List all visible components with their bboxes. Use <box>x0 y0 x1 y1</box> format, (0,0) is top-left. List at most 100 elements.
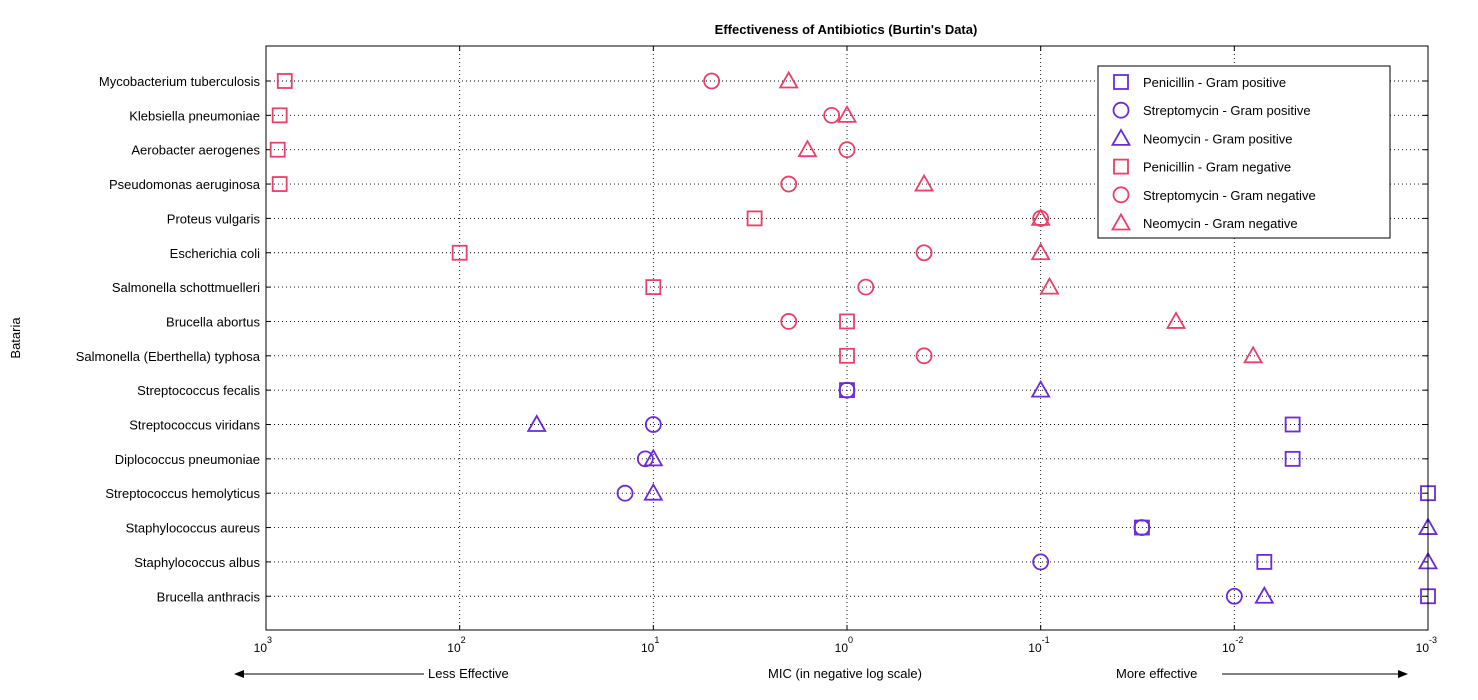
data-point-circle <box>838 141 856 159</box>
legend-marker-square <box>1113 74 1129 90</box>
data-point-triangle <box>643 482 664 501</box>
y-tick-label: Pseudomonas aeruginosa <box>109 177 261 192</box>
y-tick-label: Brucella anthracis <box>157 589 261 604</box>
legend-label: Neomycin - Gram negative <box>1143 216 1298 231</box>
data-point-circle <box>823 106 841 124</box>
data-point-square <box>1284 416 1301 433</box>
x-tick-exponent: 0 <box>848 635 853 645</box>
x-tick-label: 10-1 <box>1028 635 1049 655</box>
y-tick-label: Staphylococcus albus <box>134 555 260 570</box>
x-tick-label: 102 <box>447 635 465 655</box>
data-point-triangle <box>1030 208 1051 226</box>
data-point-circle <box>1032 553 1050 571</box>
legend-box <box>1097 65 1391 239</box>
legend-item: Streptomycin - Gram negative <box>1112 186 1316 204</box>
legend-item: Streptomycin - Gram positive <box>1112 101 1311 119</box>
x-tick-label: 103 <box>254 635 272 655</box>
data-point-triangle <box>643 448 664 467</box>
data-point-circle <box>915 347 933 365</box>
data-point-square <box>1256 554 1273 570</box>
legend-marker-circle <box>1112 101 1130 119</box>
data-point-square <box>271 107 288 124</box>
y-tick-label: Klebsiella pneumoniae <box>129 108 260 123</box>
data-point-circle <box>857 278 875 296</box>
effectiveness-arrow-right <box>1222 670 1408 678</box>
data-point-circle <box>636 450 654 468</box>
data-point-circle <box>915 244 933 262</box>
data-point-triangle <box>1030 242 1051 261</box>
x-tick-exponent: 2 <box>461 635 466 645</box>
y-tick-label: Mycobacterium tuberculosis <box>99 74 261 89</box>
data-point-triangle <box>797 139 818 158</box>
x-tick-exponent: 3 <box>267 635 272 645</box>
legend-marker-triangle <box>1110 212 1132 231</box>
y-tick-label: Streptococcus hemolyticus <box>105 486 260 501</box>
x-tick-base: 10 <box>254 641 268 655</box>
x-tick-base: 10 <box>641 641 655 655</box>
data-point-square <box>746 210 763 227</box>
data-point-square <box>645 279 662 296</box>
legend-label: Penicillin - Gram negative <box>1143 160 1291 175</box>
x-tick-exponent: -1 <box>1042 635 1050 645</box>
data-point-triangle <box>778 70 799 89</box>
x-tick-exponent: -2 <box>1235 635 1243 645</box>
y-tick-label: Aerobacter aerogenes <box>131 143 260 158</box>
data-point-triangle <box>914 173 935 192</box>
effectiveness-arrow-left <box>234 670 424 678</box>
data-point-triangle <box>1039 276 1060 295</box>
data-point-circle <box>1133 519 1151 536</box>
plot-area <box>265 45 1429 631</box>
legend-marker-triangle <box>1110 128 1132 146</box>
y-tick-label: Staphylococcus aureus <box>126 521 261 536</box>
legend-item: Penicillin - Gram positive <box>1113 74 1286 90</box>
data-point-triangle <box>836 105 858 123</box>
y-tick-labels: Mycobacterium tuberculosis Klebsiella pne… <box>76 74 261 604</box>
data-point-square <box>271 176 288 192</box>
y-tick-label: Escherichia coli <box>170 246 260 261</box>
x-tick-exponent: -3 <box>1429 635 1437 645</box>
legend-item: Neomycin - Gram negative <box>1110 212 1298 231</box>
data-point-triangle <box>1243 345 1264 364</box>
data-point-circle <box>644 416 662 433</box>
data-point-triangle <box>526 414 547 432</box>
x-tick-label: 10-2 <box>1222 635 1243 655</box>
legend: Penicillin - Gram positive Streptomycin -… <box>1097 65 1391 239</box>
data-point-square <box>1284 450 1301 467</box>
legend-marker-circle <box>1112 186 1130 204</box>
legend-label: Penicillin - Gram positive <box>1143 75 1286 90</box>
data-point-triangle <box>1165 311 1187 329</box>
y-axis-label: Bataria <box>8 317 23 359</box>
data-point-circle <box>616 484 634 502</box>
data-point-square <box>451 244 468 261</box>
x-tick-base: 10 <box>1416 641 1430 655</box>
y-tick-label: Proteus vulgaris <box>167 211 261 226</box>
legend-item: Neomycin - Gram positive <box>1110 128 1293 146</box>
x-tick-label: 10-3 <box>1416 635 1437 655</box>
y-tick-label: Diplococcus pneumoniae <box>115 452 260 467</box>
x-tick-base: 10 <box>835 641 849 655</box>
x-tick-base: 10 <box>1222 641 1236 655</box>
more-effective-label: More effective <box>1116 666 1197 681</box>
data-point-square <box>839 347 855 364</box>
y-tick-label: Streptococcus fecalis <box>137 383 260 398</box>
data-point-square <box>276 73 293 89</box>
legend-label: Streptomycin - Gram negative <box>1143 188 1316 203</box>
chart-title: Effectiveness of Antibiotics (Burtin's D… <box>715 22 978 37</box>
data-point-circle <box>780 175 798 193</box>
data-point-circle <box>703 72 721 90</box>
y-tick-label: Brucella abortus <box>166 314 260 329</box>
data-point-circle <box>780 313 798 330</box>
x-tick-label: 101 <box>641 635 659 655</box>
data-point-circle <box>838 381 856 399</box>
x-tick-base: 10 <box>447 641 461 655</box>
x-tick-exponent: 1 <box>654 635 659 645</box>
data-point-square <box>269 141 286 158</box>
y-tick-label: Streptococcus viridans <box>129 418 260 433</box>
legend-marker-square <box>1113 158 1129 175</box>
data-points <box>269 70 1439 605</box>
data-point-circle <box>1225 587 1243 605</box>
x-axis-label: MIC (in negative log scale) <box>768 666 922 681</box>
data-point-triangle <box>1030 379 1051 398</box>
